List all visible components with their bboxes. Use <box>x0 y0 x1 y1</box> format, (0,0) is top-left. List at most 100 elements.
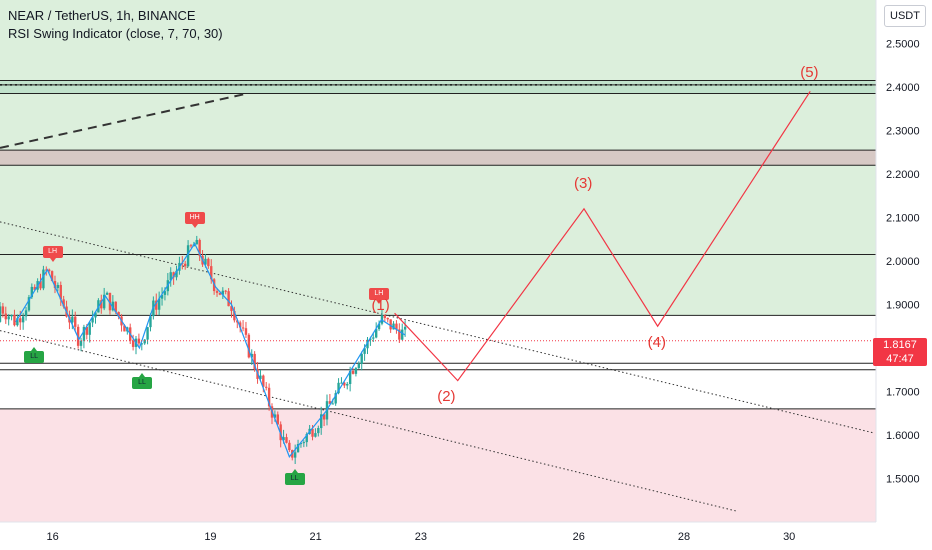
candle-body <box>45 269 48 271</box>
candle-body <box>140 343 143 345</box>
candle-body <box>241 327 245 329</box>
candle-body <box>296 443 300 453</box>
candle-body <box>39 281 42 289</box>
candle-body <box>386 317 389 320</box>
candle-body <box>108 292 112 311</box>
candle-body <box>27 297 31 311</box>
candle-body <box>53 281 57 289</box>
candle-body <box>157 298 161 310</box>
candle-body <box>224 290 227 292</box>
time-axis-bg <box>0 522 932 550</box>
candle-body <box>79 340 83 346</box>
candle-body <box>227 291 230 307</box>
candle-body <box>311 428 314 437</box>
candle-body <box>160 294 164 299</box>
candle-body <box>401 329 404 340</box>
candle-body <box>282 437 285 441</box>
candle-body <box>343 382 346 386</box>
supply_band <box>0 150 876 166</box>
candle-body <box>56 284 60 289</box>
price-tick-label: 2.3000 <box>886 126 920 138</box>
candle-body <box>253 353 256 370</box>
dashed-trendline <box>0 92 248 149</box>
candle-body <box>372 337 375 339</box>
candle-body <box>262 375 265 387</box>
candle-body <box>276 414 279 425</box>
symbol-title[interactable]: NEAR / TetherUS, 1h, BINANCE <box>8 8 196 23</box>
candle-body <box>305 434 308 443</box>
currency-selector[interactable]: USDT <box>884 5 926 27</box>
price-tick-label: 1.5000 <box>886 474 920 486</box>
candle-body <box>94 312 97 318</box>
price-tick-label: 1.9000 <box>886 300 920 312</box>
candle-body <box>71 316 74 323</box>
time-tick-label: 21 <box>310 531 322 543</box>
wave-label: (5) <box>800 63 819 81</box>
candle-body <box>143 339 146 344</box>
candle-body <box>218 292 222 295</box>
bear-zone <box>0 408 876 522</box>
candle-body <box>100 300 103 309</box>
candle-body <box>360 353 363 364</box>
candle-body <box>250 353 253 358</box>
swing-marker-hh: HH <box>184 211 205 228</box>
candle-body <box>348 370 352 384</box>
candle-body <box>131 340 135 347</box>
candle-body <box>30 286 34 298</box>
candle-body <box>169 272 172 281</box>
candle-body <box>247 334 251 358</box>
elliott_projection-line <box>394 91 811 382</box>
candle-body <box>267 387 271 407</box>
wave-label: (3) <box>574 174 593 192</box>
swing-marker-lh: LH <box>42 246 63 263</box>
candle-body <box>155 300 158 310</box>
indicator-title[interactable]: RSI Swing Indicator (close, 7, 70, 30) <box>8 26 223 41</box>
candle-body <box>233 310 236 321</box>
candle-body <box>7 316 10 320</box>
candle-body <box>363 348 366 354</box>
candle-body <box>314 433 317 437</box>
last-price-tag: 1.8167 47:47 <box>873 338 927 366</box>
swing-marker-ll: LL <box>284 468 305 485</box>
candle-body <box>74 316 77 327</box>
wave-label: (1) <box>371 296 390 314</box>
candle-body <box>117 311 120 317</box>
candle-body <box>114 301 117 312</box>
wave-label: (2) <box>437 388 456 406</box>
candle-body <box>146 327 149 340</box>
candle-body <box>238 322 242 328</box>
candle-body <box>351 370 355 374</box>
candle-body <box>62 299 65 307</box>
price-tick-label: 2.1000 <box>886 213 920 225</box>
candle-body <box>47 269 51 272</box>
swing-marker-lh: LH <box>368 287 389 304</box>
price-tick-label: 2.2000 <box>886 169 920 181</box>
price-tick-label: 2.5000 <box>886 39 920 51</box>
swing-line <box>15 242 406 458</box>
swing-marker-ll: LL <box>24 346 45 363</box>
candle-body <box>389 319 392 330</box>
candle-body <box>204 258 207 265</box>
candle-body <box>337 382 340 394</box>
candle-body <box>302 442 306 444</box>
candle-body <box>195 239 198 245</box>
candle-body <box>317 428 320 434</box>
candle-body <box>377 323 381 330</box>
time-tick-label: 30 <box>783 531 795 543</box>
candle-body <box>273 414 277 418</box>
candle-body <box>123 325 126 332</box>
candle-body <box>244 328 248 335</box>
candle-body <box>189 245 193 247</box>
candle-body <box>21 316 25 323</box>
candle-body <box>366 339 369 349</box>
candle-body <box>33 286 36 290</box>
candle-body <box>207 258 210 267</box>
candle-body <box>13 314 16 326</box>
candle-body <box>334 393 337 404</box>
candle-body <box>403 326 407 330</box>
chart-legend: NEAR / TetherUS, 1h, BINANCE RSI Swing I… <box>8 7 223 43</box>
time-tick-label: 19 <box>204 531 216 543</box>
candle-body <box>111 301 115 311</box>
